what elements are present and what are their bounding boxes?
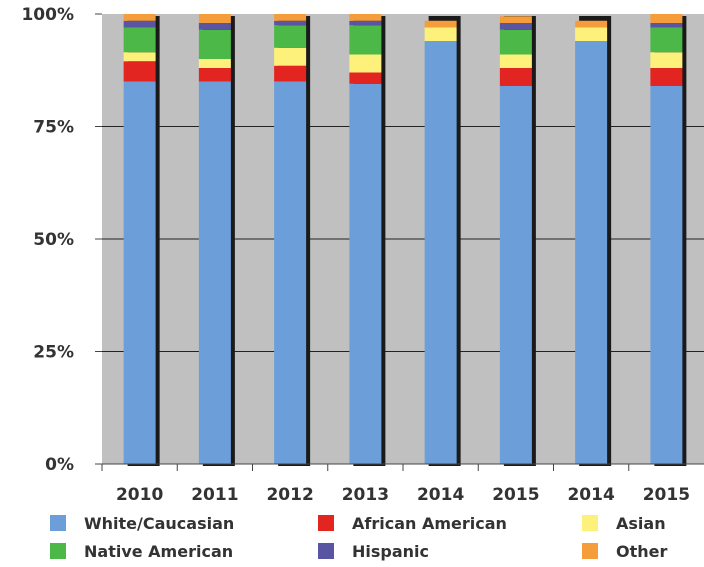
bar-segment [349, 20, 382, 26]
bar-segment [198, 68, 231, 82]
x-tick-label: 2014 [567, 485, 614, 505]
bar-segment [499, 23, 532, 30]
bar-segment [198, 14, 231, 23]
bar-segment [650, 52, 683, 68]
legend-item: Other [582, 542, 667, 561]
legend: White/Caucasian African American Asian Nati… [50, 514, 667, 561]
bar-stack-2014 [575, 16, 612, 466]
bar-segment [123, 61, 156, 82]
y-tick-label: 0% [45, 455, 74, 475]
legend-swatch [582, 543, 598, 559]
legend-item: African American [318, 514, 507, 533]
bar-segment [198, 29, 231, 59]
x-tick-label: 2014 [417, 485, 464, 505]
bar-segment [499, 16, 532, 23]
bar-segment [349, 14, 382, 21]
bar-segment [123, 20, 156, 28]
bar-segment [424, 41, 457, 464]
bar-segment [274, 65, 307, 82]
bar-segment [575, 27, 608, 41]
legend-item: Asian [582, 514, 666, 533]
bar-segment [424, 27, 457, 41]
bar-segment [123, 81, 156, 464]
bar-stack-2015 [650, 14, 687, 466]
bar-stack-2015 [499, 16, 536, 466]
bar-segment [123, 52, 156, 62]
bar-segment [575, 20, 608, 28]
bar-stack-2011 [198, 14, 235, 466]
bar-segment [123, 27, 156, 53]
bar-segment [349, 83, 382, 464]
x-tick-label: 2011 [191, 485, 238, 505]
x-tick-label: 2010 [116, 485, 163, 505]
y-tick-label: 50% [33, 230, 74, 250]
bar-stack-2013 [349, 14, 386, 466]
bar-segment [650, 27, 683, 53]
y-tick-label: 25% [33, 343, 74, 363]
bar-segment [424, 20, 457, 28]
bar-segment [650, 23, 683, 28]
bar-segment [349, 54, 382, 73]
legend-label: White/Caucasian [84, 514, 234, 533]
bar-segment [123, 14, 156, 21]
bar-stack-2014 [424, 16, 461, 466]
x-axis-ticks: 2010 2011 2012 2013 2014 2015 2014 2015 [101, 464, 690, 505]
legend-swatch [318, 515, 334, 531]
bar-segment [198, 81, 231, 464]
legend-swatch [582, 515, 598, 531]
legend-swatch [50, 543, 66, 559]
bar-segment [499, 86, 532, 464]
bars [123, 14, 687, 466]
y-tick-label: 100% [21, 5, 74, 25]
bar-segment [499, 54, 532, 68]
legend-item: Native American [50, 542, 233, 561]
y-tick-label: 75% [33, 118, 74, 138]
legend-swatch [50, 515, 66, 531]
bar-stack-2012 [274, 14, 311, 466]
legend-label: Other [616, 542, 667, 561]
legend-swatch [318, 543, 334, 559]
bar-segment [650, 68, 683, 86]
x-tick-label: 2015 [492, 485, 539, 505]
y-axis-ticks: 0% 25% 50% 75% 100% [21, 5, 102, 475]
bar-segment [274, 47, 307, 66]
bar-segment [650, 14, 683, 23]
bar-segment [274, 81, 307, 464]
x-tick-label: 2012 [266, 485, 313, 505]
legend-label: Native American [84, 542, 233, 561]
bar-segment [274, 25, 307, 48]
legend-item: Hispanic [318, 542, 429, 561]
bar-stack-2010 [123, 14, 160, 466]
x-tick-label: 2015 [643, 485, 690, 505]
legend-label: Asian [616, 514, 666, 533]
bar-segment [499, 29, 532, 55]
bar-segment [499, 68, 532, 86]
legend-label: Hispanic [352, 542, 429, 561]
bar-segment [198, 23, 231, 30]
x-tick-label: 2013 [342, 485, 389, 505]
bar-segment [349, 72, 382, 84]
legend-label: African American [352, 514, 507, 533]
bar-segment [575, 41, 608, 464]
bar-segment [650, 86, 683, 464]
bar-segment [198, 59, 231, 68]
bar-segment [274, 14, 307, 21]
bar-segment [349, 25, 382, 55]
bar-segment [274, 20, 307, 26]
legend-item: White/Caucasian [50, 514, 234, 533]
